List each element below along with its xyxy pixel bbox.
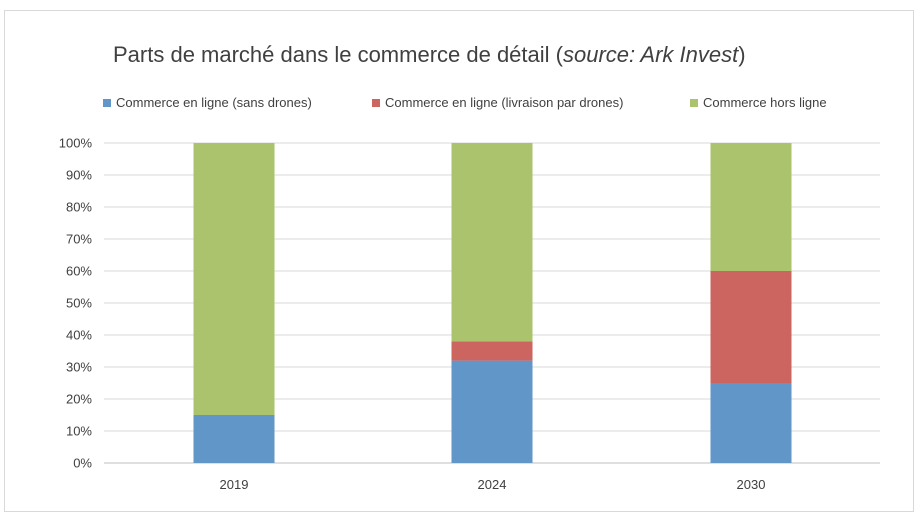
bar-2030-series-2 [710, 143, 792, 271]
legend-swatch-online [103, 98, 111, 107]
y-tick-label: 60% [66, 264, 92, 279]
x-tick-label: 2019 [220, 477, 249, 492]
bar-2030-series-1 [710, 271, 792, 383]
y-tick-label: 100% [59, 136, 93, 151]
chart-title-main: Parts de marché dans le commerce de déta… [113, 42, 563, 67]
y-tick-label: 30% [66, 360, 92, 375]
legend-label-online: Commerce en ligne (sans drones) [116, 95, 312, 110]
legend-item-offline: Commerce hors ligne [690, 95, 827, 110]
legend-label-drones: Commerce en ligne (livraison par drones) [385, 95, 624, 110]
bar-2024-series-1 [451, 341, 533, 361]
legend-item-online: Commerce en ligne (sans drones) [103, 95, 312, 110]
legend-item-drones: Commerce en ligne (livraison par drones) [372, 95, 623, 110]
y-tick-label: 0% [73, 456, 92, 471]
bar-2024-series-2 [451, 143, 533, 342]
y-tick-label: 20% [66, 392, 92, 407]
chart-legend: Commerce en ligne (sans drones) Commerce… [0, 95, 920, 115]
x-tick-label: 2030 [737, 477, 766, 492]
x-tick-label: 2024 [478, 477, 507, 492]
legend-swatch-drones [372, 98, 380, 107]
y-tick-label: 80% [66, 200, 92, 215]
y-tick-label: 40% [66, 328, 92, 343]
legend-label-offline: Commerce hors ligne [703, 95, 827, 110]
legend-swatch-offline [690, 98, 698, 107]
bar-2019-series-2 [193, 143, 275, 415]
chart-title: Parts de marché dans le commerce de déta… [113, 42, 746, 68]
chart-title-source: source: Ark Invest [562, 42, 739, 67]
y-tick-label: 70% [66, 232, 92, 247]
bar-2024-series-0 [451, 360, 533, 463]
chart-title-close: ) [738, 42, 746, 67]
y-tick-label: 10% [66, 424, 92, 439]
y-tick-label: 50% [66, 296, 92, 311]
bar-2019-series-0 [193, 415, 275, 463]
bar-2030-series-0 [710, 383, 792, 463]
y-tick-label: 90% [66, 168, 92, 183]
